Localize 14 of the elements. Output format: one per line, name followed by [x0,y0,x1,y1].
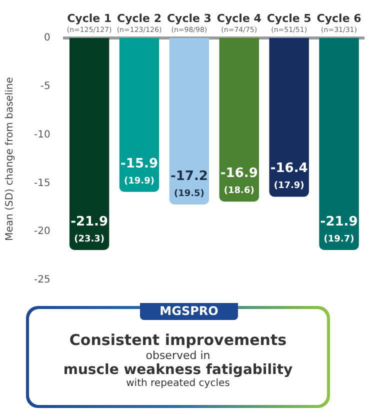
data-label: -21.9 (19.7) [320,214,358,244]
data-label: -16.4 (17.9) [270,161,308,192]
rounded-frame: MGSPRO Consistent improvements observed in muscle weakness fatigability with repeated cycles [26,306,330,408]
y-tick-label: -15 [34,178,50,189]
data-label: -15.9 (19.9) [120,156,158,186]
data-label: -16.9 (18.6) [220,166,258,196]
y-tick-label: -25 [34,274,50,286]
data-label: -17.2 (19.5) [170,168,208,199]
y-tick-label: 0 [44,32,50,44]
y-axis-title: Mean (SD) change from baseline [4,77,16,241]
y-tick-label: -5 [40,80,50,92]
y-tick-label: -10 [34,129,50,140]
data-label: -21.9 (23.3) [70,214,108,244]
y-tick-label: -20 [34,226,50,238]
